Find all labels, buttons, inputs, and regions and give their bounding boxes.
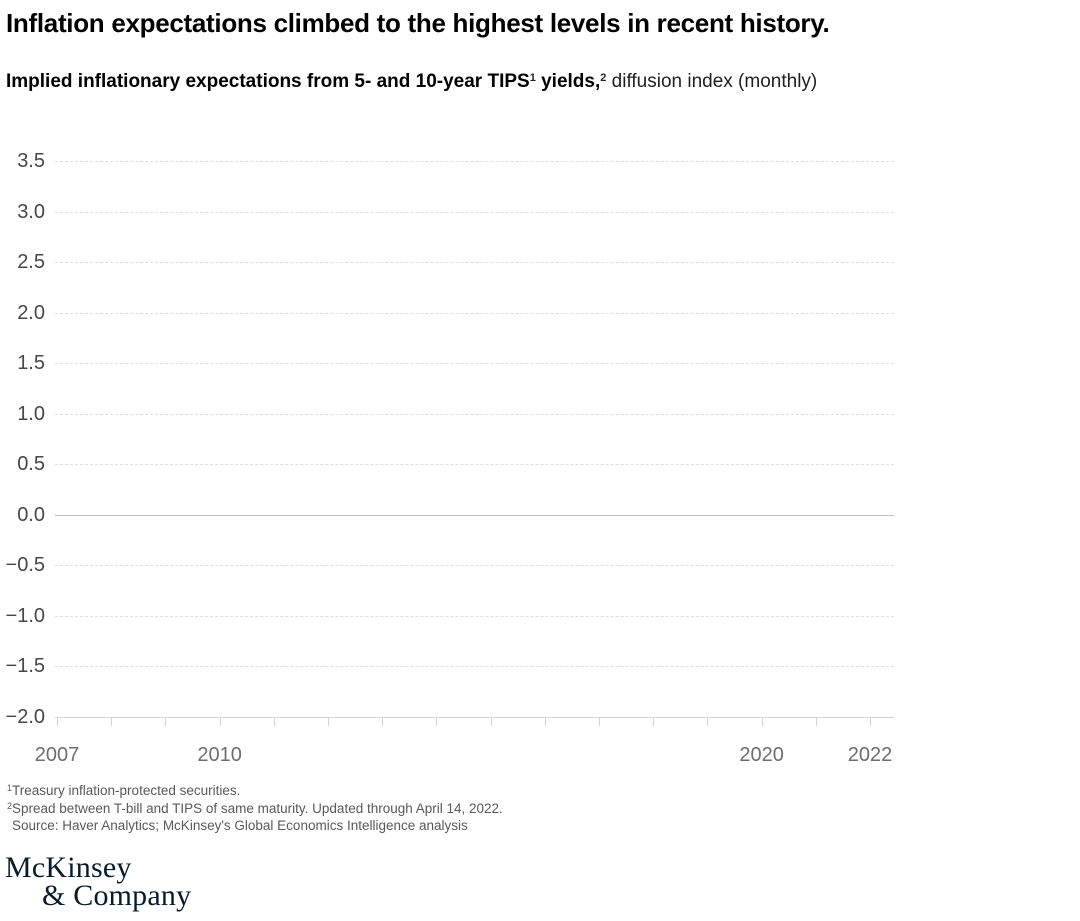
subtitle-bold-lead: Implied inflationary expectations from 5… [6,71,530,92]
x-axis-tick [328,716,329,726]
gridline [55,666,894,667]
mckinsey-logo: McKinsey & Company [5,851,192,912]
y-axis-label: 0.5 [17,453,45,475]
line-chart-plot-area: 3.5 3.0 2.5 2.0 1.5 1.0 0.5 0.0 −0.5 −1.0 −1.5 −2.0… [5,150,894,766]
x-axis-tick [544,716,546,726]
x-axis-label: 2020 [739,744,784,766]
footnote-1: 1Treasury inflation-protected securities… [7,782,503,800]
x-axis-tick [57,716,58,726]
x-axis-label: 2010 [197,744,242,766]
y-axis-label: 2.5 [17,251,45,273]
logo-line-1: McKinsey [5,851,132,884]
x-axis-tick [219,716,221,726]
x-axis-tick [273,716,275,726]
x-axis-tick [599,716,600,726]
x-axis-tick [870,716,871,726]
footnote-2: 2Spread between T-bill and TIPS of same … [7,800,503,818]
y-axis-label: −1.5 [5,655,45,677]
footnotes: 1Treasury inflation-protected securities… [7,782,503,835]
x-axis-tick [815,716,817,726]
y-axis-label: 2.0 [17,301,45,324]
x-axis-tick [707,716,709,726]
gridline [55,615,894,617]
x-axis-label: 2022 [847,744,893,766]
footnote-2-text: Spread between T-bill and TIPS of same m… [12,800,503,816]
gridline [55,312,894,314]
gridline [55,565,894,566]
footnote-2-sup: 2 [7,800,13,811]
x-axis-line [55,716,894,718]
y-axis-label: 3.0 [17,200,45,223]
x-axis-tick [490,716,492,726]
y-axis-label: −2.0 [5,705,45,728]
x-axis-tick [382,716,384,726]
x-axis-tick [653,716,655,726]
source-line: Source: Haver Analytics; McKinsey's Glob… [7,817,503,835]
x-axis-tick [111,716,113,726]
subtitle-bold-tail: yields, [535,71,601,92]
gridline [55,464,894,465]
footnote-ref-2: 2 [600,72,607,84]
y-axis-label: 0.0 [17,503,45,526]
x-axis-tick [436,716,438,726]
x-axis-label: 2007 [34,744,80,766]
gridline [55,514,894,516]
gridline [55,413,894,415]
source-text: Source: Haver Analytics; McKinsey's Glob… [12,818,468,833]
y-axis-label: 3.5 [17,150,45,172]
y-axis-label: −1.0 [5,604,45,627]
x-axis-tick [165,716,167,726]
gridline [55,161,894,162]
footnote-1-text: Treasury inflation-protected securities. [12,783,241,798]
x-axis-tick [761,716,763,726]
chart-subtitle: Implied inflationary expectations from 5… [6,68,817,95]
footnote-1-sup: 1 [7,783,13,793]
gridline [55,363,894,364]
logo-line-2: & Company [42,879,192,912]
y-axis-label: 1.0 [17,402,45,425]
gridline [55,262,894,263]
subtitle-regular: diffusion index (monthly) [606,71,818,92]
gridline [55,211,894,213]
y-axis-label: 1.5 [17,352,45,374]
footnote-ref-1: 1 [529,72,536,84]
page-title: Inflation expectations climbed to the hi… [6,8,830,38]
y-axis-label: −0.5 [5,554,45,576]
